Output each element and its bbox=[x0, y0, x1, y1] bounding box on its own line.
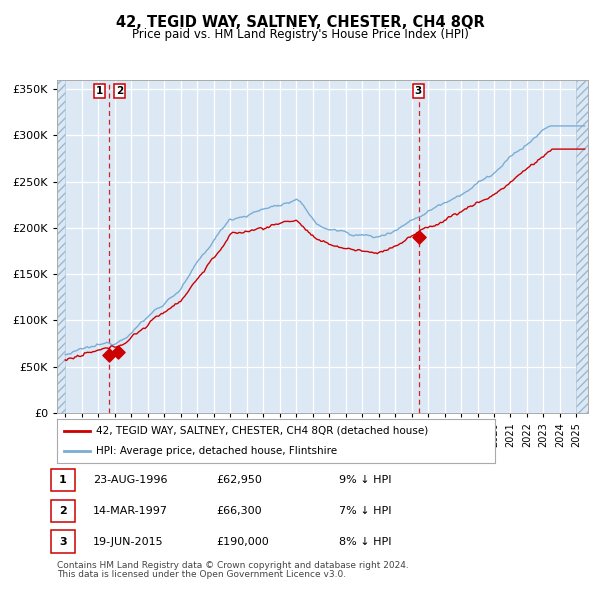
Text: Contains HM Land Registry data © Crown copyright and database right 2024.: Contains HM Land Registry data © Crown c… bbox=[57, 561, 409, 570]
Text: HPI: Average price, detached house, Flintshire: HPI: Average price, detached house, Flin… bbox=[97, 446, 338, 456]
Text: 1: 1 bbox=[95, 86, 103, 96]
Text: 14-MAR-1997: 14-MAR-1997 bbox=[93, 506, 168, 516]
Text: 3: 3 bbox=[59, 537, 67, 546]
Bar bbox=[577, 80, 588, 413]
Text: Price paid vs. HM Land Registry's House Price Index (HPI): Price paid vs. HM Land Registry's House … bbox=[131, 28, 469, 41]
Text: 42, TEGID WAY, SALTNEY, CHESTER, CH4 8QR: 42, TEGID WAY, SALTNEY, CHESTER, CH4 8QR bbox=[116, 15, 484, 30]
Text: 3: 3 bbox=[415, 86, 422, 96]
Text: 9% ↓ HPI: 9% ↓ HPI bbox=[339, 476, 391, 485]
Text: 7% ↓ HPI: 7% ↓ HPI bbox=[339, 506, 391, 516]
Point bbox=[104, 350, 113, 359]
Text: 1: 1 bbox=[59, 476, 67, 485]
Text: £190,000: £190,000 bbox=[216, 537, 269, 546]
Text: 8% ↓ HPI: 8% ↓ HPI bbox=[339, 537, 391, 546]
Text: 2: 2 bbox=[59, 506, 67, 516]
Point bbox=[113, 347, 123, 356]
Text: This data is licensed under the Open Government Licence v3.0.: This data is licensed under the Open Gov… bbox=[57, 571, 346, 579]
Bar bbox=[57, 80, 65, 413]
Text: 42, TEGID WAY, SALTNEY, CHESTER, CH4 8QR (detached house): 42, TEGID WAY, SALTNEY, CHESTER, CH4 8QR… bbox=[97, 426, 428, 436]
Text: 23-AUG-1996: 23-AUG-1996 bbox=[93, 476, 167, 485]
Text: £62,950: £62,950 bbox=[216, 476, 262, 485]
Text: 19-JUN-2015: 19-JUN-2015 bbox=[93, 537, 164, 546]
Text: 2: 2 bbox=[116, 86, 123, 96]
Text: £66,300: £66,300 bbox=[216, 506, 262, 516]
Point bbox=[415, 232, 424, 242]
